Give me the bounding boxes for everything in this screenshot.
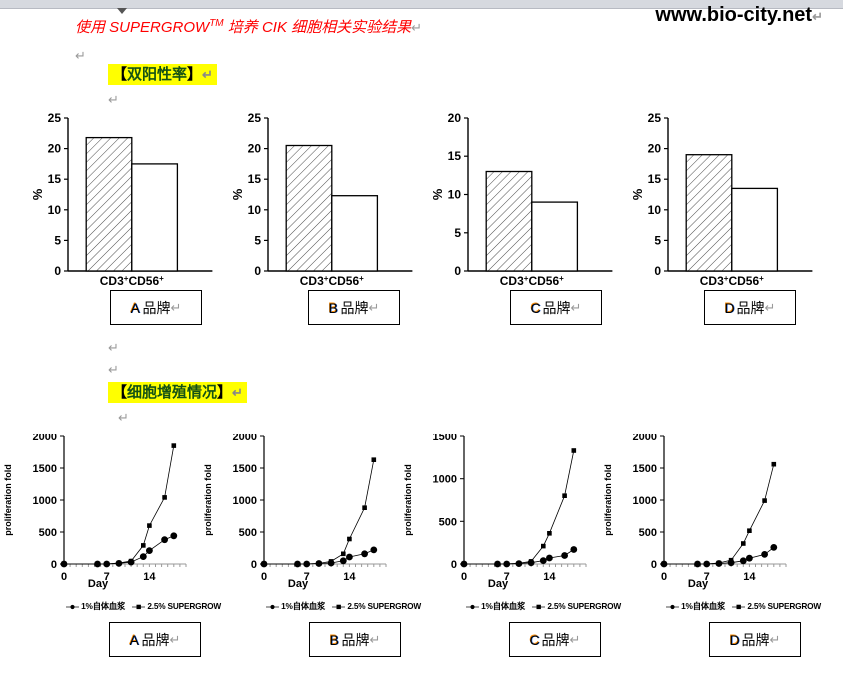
svg-text:CD3+CD56+: CD3+CD56+: [100, 274, 164, 289]
svg-text:10: 10: [648, 203, 662, 217]
svg-text:%: %: [430, 188, 445, 200]
svg-text:15: 15: [48, 172, 62, 186]
svg-text:0: 0: [651, 559, 657, 571]
svg-text:5: 5: [454, 226, 461, 240]
svg-text:2000: 2000: [233, 434, 257, 443]
svg-text:1000: 1000: [633, 495, 657, 507]
svg-text:10: 10: [48, 203, 62, 217]
svg-text:CD3+CD56+: CD3+CD56+: [500, 274, 564, 289]
svg-text:1500: 1500: [33, 463, 57, 475]
svg-text:0: 0: [51, 559, 57, 571]
svg-text:20: 20: [48, 142, 62, 156]
svg-text:proliferation fold: proliferation fold: [3, 464, 13, 536]
svg-text:proliferation fold: proliferation fold: [203, 464, 213, 536]
svg-text:500: 500: [39, 527, 57, 539]
svg-text:1500: 1500: [233, 463, 257, 475]
svg-text:25: 25: [248, 111, 262, 125]
svg-text:0: 0: [454, 264, 461, 278]
svg-text:2000: 2000: [633, 434, 657, 443]
svg-text:20: 20: [648, 142, 662, 156]
svg-text:1500: 1500: [633, 463, 657, 475]
svg-text:1000: 1000: [233, 495, 257, 507]
svg-text:5: 5: [254, 233, 261, 247]
svg-text:1000: 1000: [33, 495, 57, 507]
svg-text:0: 0: [654, 264, 661, 278]
svg-text:CD3+CD56+: CD3+CD56+: [700, 274, 764, 289]
svg-text:15: 15: [448, 149, 462, 163]
svg-text:1500: 1500: [433, 434, 457, 443]
svg-text:20: 20: [448, 111, 462, 125]
svg-text:15: 15: [248, 172, 262, 186]
svg-text:500: 500: [639, 527, 657, 539]
svg-text:10: 10: [448, 188, 462, 202]
svg-text:10: 10: [248, 203, 262, 217]
svg-text:%: %: [30, 188, 45, 200]
svg-text:2000: 2000: [33, 434, 57, 443]
svg-text:0: 0: [451, 559, 457, 571]
svg-text:500: 500: [439, 516, 457, 528]
svg-text:0: 0: [54, 264, 61, 278]
svg-text:%: %: [230, 188, 245, 200]
svg-text:0: 0: [254, 264, 261, 278]
svg-text:25: 25: [648, 111, 662, 125]
svg-text:proliferation fold: proliferation fold: [403, 464, 413, 536]
svg-text:0: 0: [251, 559, 257, 571]
svg-text:5: 5: [54, 233, 61, 247]
svg-text:15: 15: [648, 172, 662, 186]
svg-text:%: %: [630, 188, 645, 200]
svg-text:CD3+CD56+: CD3+CD56+: [300, 274, 364, 289]
svg-text:1000: 1000: [433, 474, 457, 486]
svg-text:25: 25: [48, 111, 62, 125]
svg-text:proliferation fold: proliferation fold: [603, 464, 613, 536]
svg-text:20: 20: [248, 142, 262, 156]
svg-text:500: 500: [239, 527, 257, 539]
svg-text:5: 5: [654, 233, 661, 247]
